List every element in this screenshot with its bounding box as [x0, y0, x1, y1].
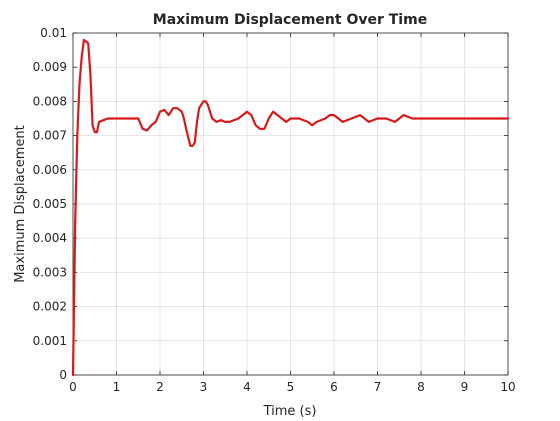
x-tick-labels: 0 1 2 3 4 5 6 7 8 9 10 — [69, 380, 515, 394]
x-tick-label: 5 — [287, 380, 295, 394]
y-tick-label: 0.005 — [33, 197, 67, 211]
y-tick-label: 0.003 — [33, 265, 67, 279]
x-axis-label: Time (s) — [263, 404, 317, 419]
x-tick-label: 9 — [461, 380, 469, 394]
chart-title: Maximum Displacement Over Time — [153, 12, 427, 28]
y-tick-label: 0 — [59, 368, 67, 382]
y-tick-label: 0.006 — [33, 163, 67, 177]
y-axis-label: Maximum Displacement — [13, 125, 28, 283]
displacement-series-line — [71, 38, 510, 377]
y-tick-label: 0.004 — [33, 231, 67, 245]
y-tick-label: 0.007 — [33, 129, 67, 143]
tick-marks — [72, 32, 509, 376]
x-tick-label: 6 — [330, 380, 338, 394]
y-tick-label: 0.01 — [40, 26, 67, 40]
x-tick-label: 10 — [500, 380, 515, 394]
y-tick-label: 0.009 — [33, 60, 67, 74]
x-tick-label: 4 — [243, 380, 251, 394]
y-tick-label: 0.001 — [33, 334, 67, 348]
y-tick-labels: 0 0.001 0.002 0.003 0.004 0.005 0.006 0.007 0.00… — [33, 26, 67, 382]
x-tick-label: 8 — [417, 380, 425, 394]
x-tick-label: 0 — [69, 380, 77, 394]
series-lines — [71, 38, 510, 377]
y-tick-label: 0.008 — [33, 94, 67, 108]
x-tick-label: 1 — [113, 380, 121, 394]
x-tick-label: 2 — [156, 380, 164, 394]
y-tick-label: 0.002 — [33, 300, 67, 314]
x-tick-label: 3 — [200, 380, 208, 394]
x-tick-label: 7 — [374, 380, 382, 394]
